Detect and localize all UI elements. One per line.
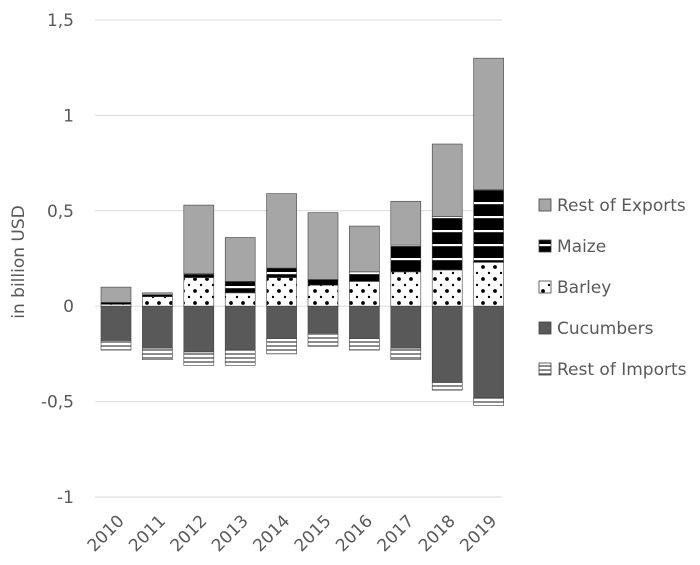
y-tick-label: 0,5 (47, 202, 74, 222)
bar-segment-rest-of-imports (183, 351, 215, 366)
y-axis-label: in billion USD (9, 205, 29, 319)
legend-item-barley: Barley (538, 278, 611, 298)
bar-segment-maize (473, 189, 504, 263)
bar-group-2016 (349, 225, 380, 351)
bar-segment-rest-of-imports (431, 382, 463, 391)
bar-segment-barley (224, 292, 256, 307)
bar-group-2014 (266, 193, 297, 355)
bar-segment-cucumbers (473, 305, 504, 399)
bar-segment-rest-of-imports (307, 332, 339, 347)
legend-swatch (538, 321, 552, 335)
y-axis-ticks: -1 -0,5 0 0,5 1 1,5 (41, 11, 74, 508)
bar-segment-cucumbers (142, 305, 173, 349)
bar-segment-rest-of-exports (431, 143, 463, 217)
legend-label: Maize (557, 237, 606, 257)
x-tick-label: 2015 (291, 511, 336, 556)
x-tick-label: 2018 (415, 511, 460, 556)
bar-group-2010 (100, 286, 132, 351)
legend-label: Rest of Imports (557, 360, 687, 380)
bar-group-2013 (224, 237, 256, 366)
legend-swatch (538, 239, 552, 253)
x-tick-label: 2010 (84, 511, 129, 556)
bar-segment-barley (142, 296, 173, 307)
x-tick-label: 2014 (249, 511, 294, 556)
bar-segment-rest-of-imports (390, 347, 422, 360)
bar-group-2017 (390, 200, 422, 360)
legend-label: Rest of Exports (557, 196, 686, 216)
bar-segment-rest-of-exports (349, 225, 380, 273)
bar-segment-rest-of-imports (473, 397, 504, 406)
x-tick-label: 2012 (167, 511, 212, 556)
legend-item-cucumbers: Cucumbers (538, 319, 654, 339)
bar-group-2015 (307, 212, 339, 347)
legend-label: Barley (557, 278, 611, 298)
bar-segment-rest-of-exports (183, 204, 215, 275)
bar-segment-maize (307, 279, 339, 286)
bar-segment-barley (307, 284, 339, 307)
y-tick-label: 1,5 (47, 11, 74, 31)
bar-segment-rest-of-imports (142, 347, 173, 360)
bar-segment-cucumbers (224, 305, 256, 351)
bar-segment-cucumbers (183, 305, 215, 353)
legend-swatch (538, 362, 552, 376)
bar-segment-rest-of-exports (473, 57, 504, 191)
bar-segment-rest-of-imports (100, 340, 132, 351)
bar-segment-rest-of-exports (307, 212, 339, 280)
bar-segment-maize (349, 271, 380, 282)
bar-segment-cucumbers (390, 305, 422, 349)
x-tick-label: 2019 (456, 511, 501, 556)
bar-segment-barley (266, 277, 297, 307)
x-tick-label: 2011 (125, 511, 170, 556)
bar-group-2019 (473, 57, 504, 406)
bar-group-2012 (183, 204, 215, 366)
legend-item-rest-of-imports: Rest of Imports (538, 360, 687, 380)
bars (100, 57, 504, 406)
legend-swatch (538, 198, 552, 212)
bar-segment-cucumbers (266, 305, 297, 339)
bar-segment-maize (224, 281, 256, 294)
bar-segment-barley (183, 277, 215, 307)
x-tick-label: 2013 (208, 511, 253, 556)
y-tick-label: -1 (57, 488, 74, 508)
bar-segment-rest-of-exports (100, 286, 132, 303)
bar-segment-rest-of-imports (266, 338, 297, 355)
bar-segment-maize (431, 216, 463, 271)
bar-segment-barley (431, 269, 463, 307)
x-tick-label: 2017 (374, 511, 419, 556)
bar-segment-cucumbers (100, 305, 132, 341)
x-tick-label: 2016 (332, 511, 377, 556)
bar-segment-rest-of-imports (349, 338, 380, 351)
legend-item-maize: Maize (538, 237, 606, 257)
bar-segment-rest-of-exports (390, 200, 422, 246)
y-tick-label: -0,5 (41, 393, 74, 413)
bar-segment-cucumbers (349, 305, 380, 339)
bar-segment-cucumbers (307, 305, 339, 334)
y-tick-label: 0 (63, 297, 74, 317)
bar-segment-barley (473, 262, 504, 307)
bar-segment-barley (390, 271, 422, 307)
bar-group-2018 (431, 143, 463, 391)
bar-segment-maize (390, 244, 422, 273)
bar-segment-rest-of-exports (266, 193, 297, 269)
bar-segment-rest-of-imports (224, 349, 256, 366)
legend-item-rest-of-exports: Rest of Exports (538, 196, 686, 216)
bar-segment-rest-of-exports (142, 292, 173, 296)
bar-segment-maize (266, 267, 297, 278)
bar-segment-cucumbers (431, 305, 463, 383)
legend-swatch (538, 280, 552, 294)
bar-group-2011 (142, 292, 173, 360)
legend: Rest of Exports Maize Barley Cucumbers Rest … (538, 196, 687, 380)
bar-segment-rest-of-exports (224, 237, 256, 282)
bar-segment-maize (183, 273, 215, 278)
y-tick-label: 1 (63, 106, 74, 126)
legend-label: Cucumbers (557, 319, 654, 339)
bar-segment-barley (349, 281, 380, 307)
